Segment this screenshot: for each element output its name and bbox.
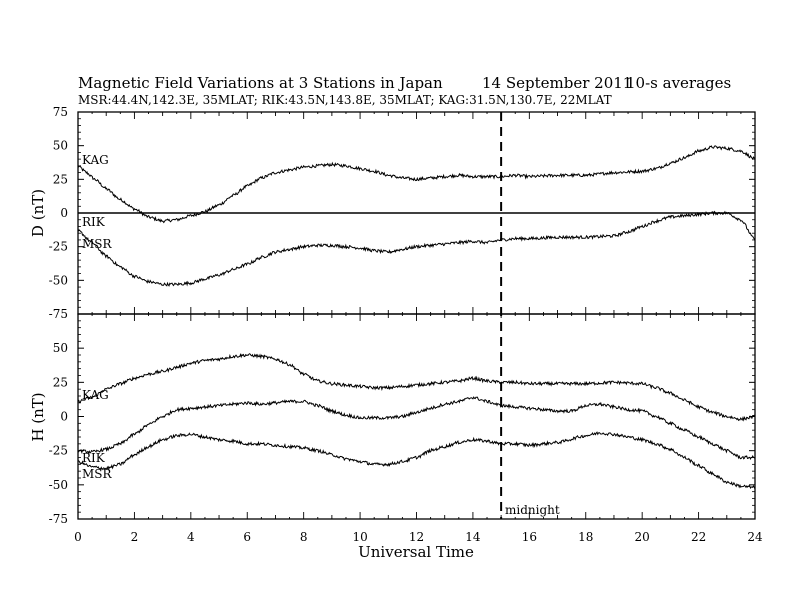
x-tick-label: 24 — [747, 530, 763, 544]
series-label-kag: KAG — [82, 388, 109, 402]
series-label-kag: KAG — [82, 153, 109, 167]
midnight-label: midnight — [505, 503, 560, 517]
station-coordinates: MSR:44.4N,142.3E, 35MLAT; RIK:43.5N,143.… — [78, 93, 612, 107]
y-tick-label: 50 — [53, 139, 68, 153]
x-tick-label: 10 — [352, 530, 367, 544]
series-line-kag — [77, 145, 756, 224]
y-tick-label: 25 — [53, 172, 68, 186]
y-tick-label: 0 — [60, 410, 68, 424]
x-tick-label: 14 — [465, 530, 481, 544]
y-tick-label: -25 — [49, 444, 68, 458]
x-tick-label: 20 — [635, 530, 650, 544]
series-line-msr — [77, 210, 756, 287]
y-tick-label: -50 — [49, 478, 68, 492]
y-tick-label: -50 — [49, 273, 68, 287]
x-tick-label: 12 — [409, 530, 424, 544]
series-line-kag — [77, 352, 756, 422]
series-label-rik: RIK — [82, 215, 106, 229]
y-tick-label: 25 — [53, 375, 68, 389]
series-line-rik — [77, 396, 756, 461]
x-tick-label: 8 — [300, 530, 308, 544]
series-label-rik: RIK — [82, 451, 106, 465]
x-axis-label: Universal Time — [358, 543, 474, 561]
y-tick-label: 50 — [53, 341, 68, 355]
x-tick-label: 18 — [578, 530, 593, 544]
x-tick-label: 0 — [74, 530, 82, 544]
y-tick-label: -25 — [49, 240, 68, 254]
y-tick-label: -75 — [49, 512, 68, 526]
chart-averaging: 10-s averages — [626, 74, 731, 92]
chart-title: Magnetic Field Variations at 3 Stations … — [78, 74, 443, 92]
series-line-msr — [77, 431, 756, 490]
x-tick-label: 16 — [522, 530, 537, 544]
series-label-msr: MSR — [82, 237, 113, 251]
d-panel: D (nT) 75 50 25 0 -25 -50 -75 KAG RIK MSR — [29, 105, 756, 321]
y-tick-label: 75 — [53, 105, 68, 119]
series-label-msr: MSR — [82, 467, 113, 481]
x-tick-label: 2 — [131, 530, 139, 544]
x-tick-label: 22 — [691, 530, 706, 544]
x-tick-label: 4 — [187, 530, 195, 544]
x-tick-label: 6 — [243, 530, 251, 544]
chart-date: 14 September 2011 — [482, 74, 632, 92]
d-panel-ylabel: D (nT) — [29, 189, 47, 237]
y-tick-label: 0 — [60, 206, 68, 220]
y-tick-label: -75 — [49, 307, 68, 321]
midnight-marker-group: midnight — [500, 112, 560, 519]
h-panel-ylabel: H (nT) — [29, 392, 47, 441]
